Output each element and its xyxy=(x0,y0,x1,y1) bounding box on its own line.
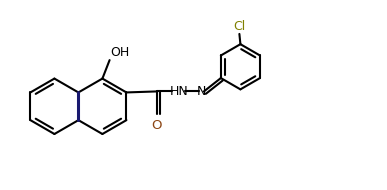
Text: N: N xyxy=(197,85,206,98)
Text: Cl: Cl xyxy=(233,20,245,33)
Text: OH: OH xyxy=(111,46,130,59)
Text: HN: HN xyxy=(170,85,188,98)
Text: O: O xyxy=(151,119,161,132)
